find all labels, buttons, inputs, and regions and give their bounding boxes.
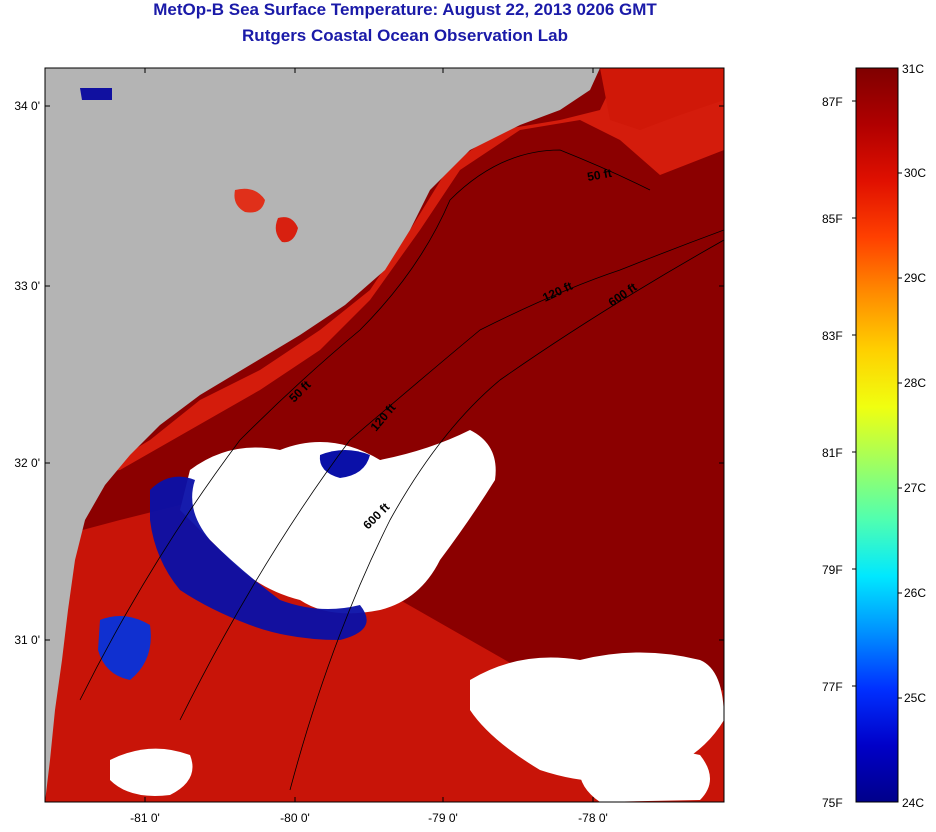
cool-water-region <box>150 476 367 640</box>
longitude-axis <box>144 68 594 802</box>
lat-label-31: 31 0' <box>14 633 40 647</box>
cb-label-28c: 28C <box>904 376 927 390</box>
colorbar-ticks <box>852 100 902 699</box>
lat-label-32: 32 0' <box>14 456 40 470</box>
cb-label-26c: 26C <box>904 586 927 600</box>
cb-label-81f: 81F <box>822 446 843 460</box>
cool-water-north <box>319 450 370 478</box>
cb-label-85f: 85F <box>822 212 843 226</box>
map-title: MetOp-B Sea Surface Temperature: August … <box>153 0 657 19</box>
cb-label-83f: 83F <box>822 329 843 343</box>
cb-label-75f: 75F <box>822 796 843 810</box>
colorbar <box>855 67 899 803</box>
inland-lake-1 <box>234 188 265 213</box>
cb-label-77f: 77F <box>822 680 843 694</box>
nearshore-warm-band <box>45 68 724 802</box>
lon-label-80: -80 0' <box>280 811 310 825</box>
cb-label-79f: 79F <box>822 563 843 577</box>
cloud-patch-bottom <box>579 748 710 802</box>
cb-label-31c: 31C <box>902 62 925 76</box>
map-subtitle: Rutgers Coastal Ocean Observation Lab <box>242 26 568 45</box>
cool-water-coast <box>98 616 151 680</box>
cb-label-87f: 87F <box>822 95 843 109</box>
contour-label-50ft-north: 50 ft <box>586 166 613 184</box>
map-frame <box>44 67 725 803</box>
cb-label-30c: 30C <box>904 166 927 180</box>
cb-label-27c: 27C <box>904 481 927 495</box>
cb-label-24c: 24C <box>902 796 925 810</box>
contour-120ft <box>179 229 724 721</box>
lon-label-81: -81 0' <box>130 811 160 825</box>
contour-50ft <box>79 149 651 701</box>
lon-label-79: -79 0' <box>428 811 458 825</box>
cb-label-25c: 25C <box>904 691 927 705</box>
inland-lake-2 <box>275 217 298 243</box>
latitude-axis <box>45 105 724 641</box>
cb-label-29c: 29C <box>904 271 927 285</box>
land-area <box>45 68 600 802</box>
ne-red-patch <box>600 68 724 130</box>
cloud-patch-sw <box>110 748 193 796</box>
lon-label-78: -78 0' <box>578 811 608 825</box>
lat-label-34: 34 0' <box>14 99 40 113</box>
lat-label-33: 33 0' <box>14 279 40 293</box>
map-plot-area <box>45 68 724 802</box>
contour-600ft <box>289 239 724 791</box>
inland-lake-3 <box>80 88 112 100</box>
